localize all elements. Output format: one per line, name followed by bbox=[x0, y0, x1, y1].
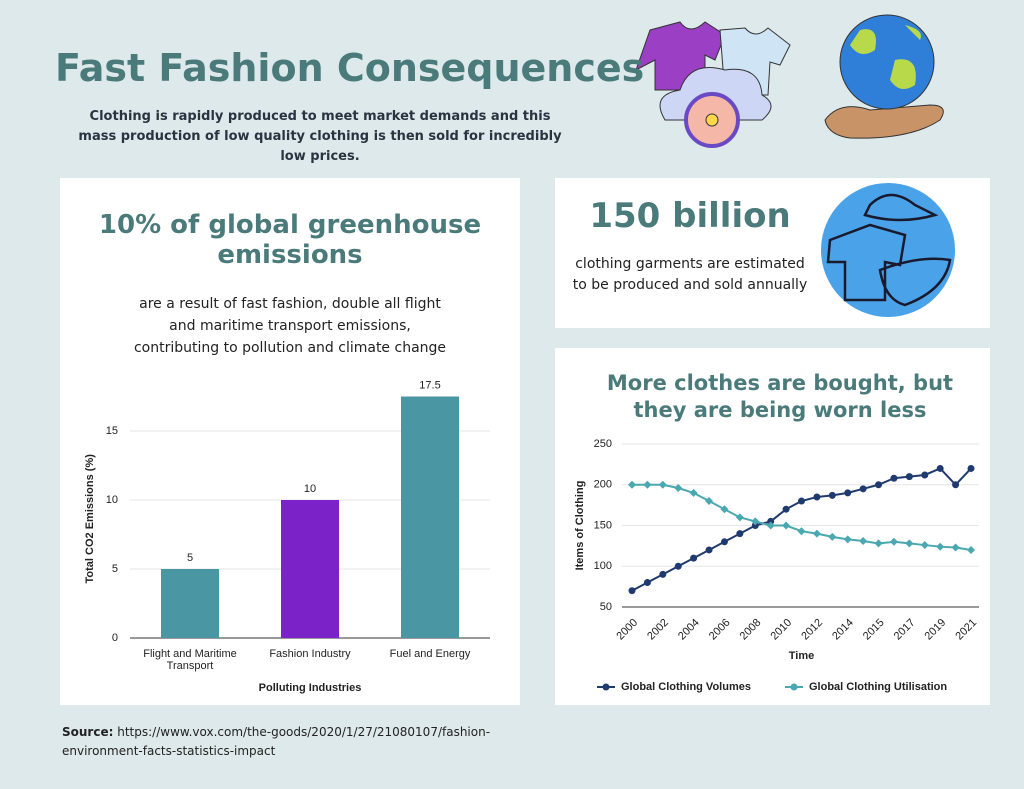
point bbox=[905, 473, 913, 481]
source-label: Source: bbox=[62, 725, 114, 739]
panel-heading: 10% of global greenhouse emissions bbox=[98, 210, 482, 270]
panel-heading: 150 billion bbox=[589, 196, 791, 236]
point bbox=[828, 532, 837, 541]
point bbox=[736, 530, 744, 538]
x-axis-label: Time bbox=[789, 650, 814, 662]
y-tick-label: 0 bbox=[112, 632, 118, 644]
y-tick-label: 5 bbox=[112, 563, 118, 575]
point bbox=[674, 562, 682, 570]
globe-icon bbox=[824, 14, 944, 139]
point bbox=[905, 539, 914, 548]
panel-text: are a result of fast fashion, double all… bbox=[133, 296, 447, 356]
point bbox=[921, 471, 929, 479]
point bbox=[720, 538, 728, 546]
y-tick-label: 100 bbox=[594, 560, 612, 572]
point bbox=[875, 481, 883, 489]
point bbox=[782, 521, 791, 530]
point bbox=[689, 488, 698, 497]
point bbox=[782, 505, 790, 513]
x-axis-label: Polluting Industries bbox=[259, 682, 362, 694]
legend-label: Global Clothing Volumes bbox=[621, 681, 751, 693]
point bbox=[643, 480, 652, 489]
x-tick-label: Fashion Industry bbox=[269, 648, 351, 660]
subtitle: Clothing is rapidly produced to meet mar… bbox=[78, 109, 562, 164]
legend-marker bbox=[790, 683, 798, 691]
x-tick-label: Fuel and Energy bbox=[389, 648, 471, 660]
point bbox=[751, 517, 760, 526]
data-label: 17.5 bbox=[419, 379, 440, 391]
bar bbox=[281, 500, 339, 638]
bar bbox=[161, 569, 219, 638]
panel-text: clothing garments are estimated to be pr… bbox=[572, 256, 808, 293]
chart-title: More clothes are bought, but they are be… bbox=[606, 371, 954, 422]
point bbox=[936, 464, 944, 472]
point bbox=[967, 464, 975, 472]
y-tick-label: 15 bbox=[106, 425, 118, 437]
y-tick-label: 50 bbox=[600, 601, 612, 613]
point bbox=[951, 543, 960, 552]
point bbox=[628, 480, 636, 489]
point bbox=[874, 539, 883, 548]
data-label: 10 bbox=[304, 483, 316, 495]
point bbox=[720, 505, 729, 514]
point bbox=[889, 537, 898, 546]
legend-marker bbox=[602, 683, 610, 691]
point bbox=[767, 517, 775, 525]
point bbox=[952, 481, 960, 489]
point bbox=[920, 541, 929, 550]
point bbox=[751, 522, 759, 529]
y-axis-label: Total CO2 Emissions (%) bbox=[84, 454, 96, 584]
source-text: https://www.vox.com/the-goods/2020/1/27/… bbox=[62, 725, 491, 758]
y-tick-label: 10 bbox=[106, 494, 118, 506]
point bbox=[705, 497, 714, 506]
data-label: 5 bbox=[187, 552, 193, 564]
point bbox=[705, 546, 713, 554]
point bbox=[659, 570, 667, 578]
point bbox=[967, 545, 975, 554]
point bbox=[658, 480, 667, 489]
point bbox=[890, 474, 898, 482]
source: Source: https://www.vox.com/the-goods/20… bbox=[62, 723, 502, 761]
y-tick-label: 250 bbox=[594, 438, 612, 450]
point bbox=[643, 579, 651, 587]
point bbox=[843, 535, 852, 544]
point bbox=[859, 485, 867, 493]
title: Fast Fashion Consequences bbox=[55, 46, 645, 90]
point bbox=[690, 554, 698, 562]
point bbox=[936, 542, 945, 551]
legend-label: Global Clothing Utilisation bbox=[809, 681, 947, 693]
y-axis-label: Items of Clothing bbox=[574, 481, 586, 571]
y-tick-label: 150 bbox=[594, 519, 612, 531]
point bbox=[859, 536, 868, 545]
bar bbox=[401, 396, 459, 638]
point bbox=[828, 491, 836, 499]
clothes-icon bbox=[635, 21, 791, 148]
point bbox=[674, 484, 683, 493]
y-tick-label: 200 bbox=[594, 479, 612, 491]
point bbox=[812, 529, 821, 538]
point bbox=[766, 521, 775, 530]
point bbox=[813, 493, 821, 501]
point bbox=[735, 513, 744, 522]
point bbox=[844, 489, 852, 497]
point bbox=[628, 587, 636, 595]
x-tick-label: Flight and Maritime Transport bbox=[143, 648, 237, 672]
point bbox=[798, 497, 805, 505]
point bbox=[797, 527, 806, 536]
garments-icon bbox=[821, 183, 955, 317]
